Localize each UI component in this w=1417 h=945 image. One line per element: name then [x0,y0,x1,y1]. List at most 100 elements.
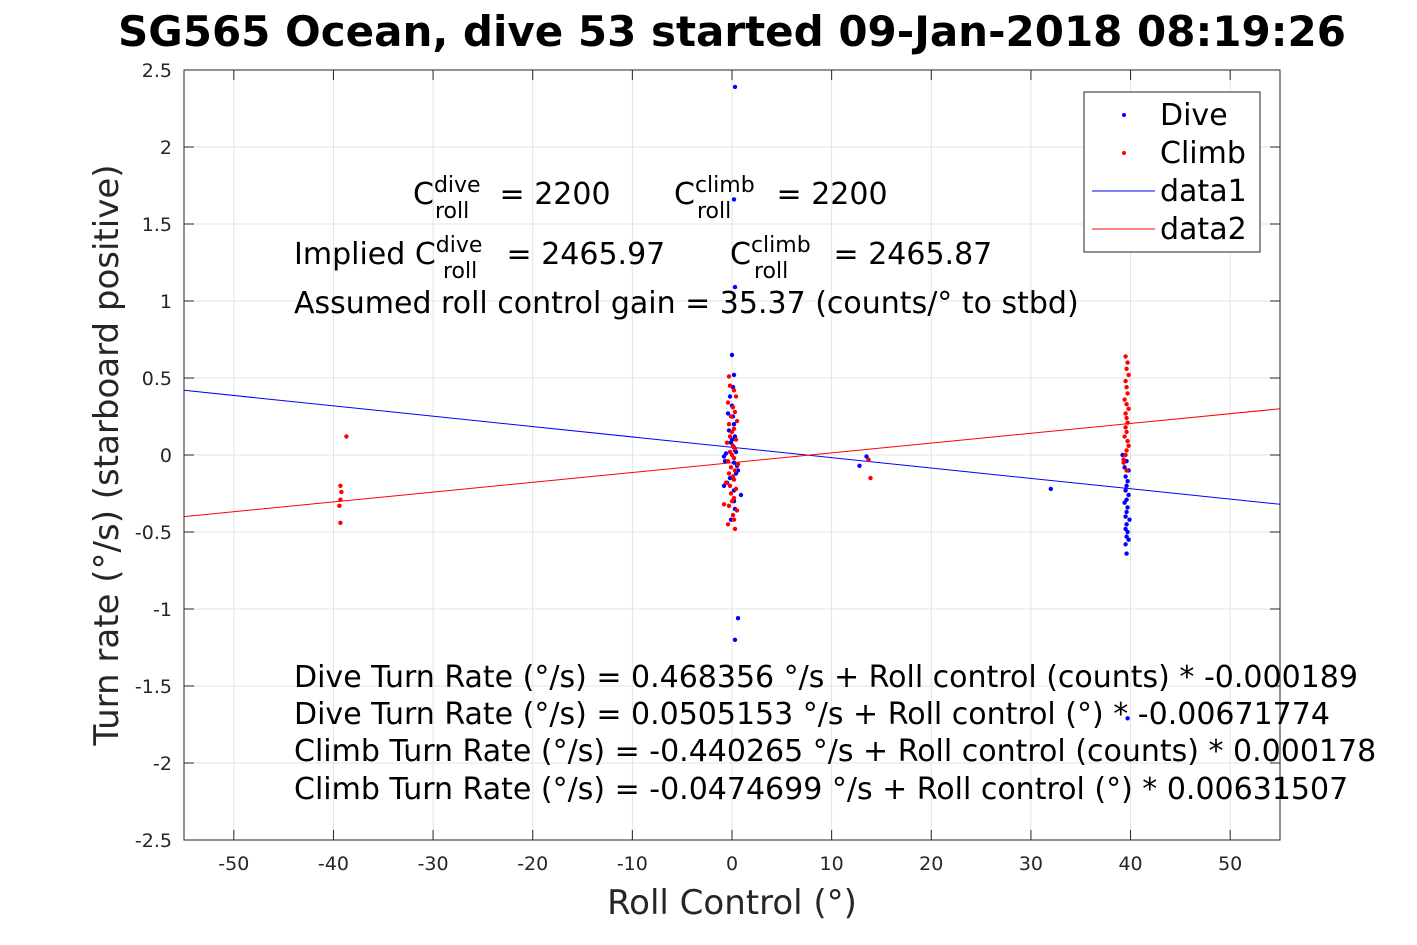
point-climb [734,508,740,513]
point-climb [1121,460,1126,465]
point-climb [724,440,730,445]
y-tick-label: -1 [153,599,172,621]
point-climb [1125,420,1130,425]
legend: Dive Climb data1 data2 [1083,91,1261,253]
point-climb [729,429,735,435]
axis-ticks: -50 -40 -30 -20 -10 0 10 20 30 40 50 2.5 2 1.5 1 0.5 0 -0… [135,60,1280,875]
point-climb [1123,452,1128,458]
point-climb [733,437,739,442]
point-climb [725,522,731,527]
x-tick-label: 0 [726,853,738,875]
point-dive [732,84,738,90]
point-climb [733,394,739,399]
y-tick-label: 1 [160,291,172,313]
point-climb [337,503,342,508]
point-climb [732,468,738,473]
point-climb [1124,402,1129,407]
y-axis-label: Turn rate (°/s) (starboard positive) [87,164,127,746]
point-climb [1126,372,1131,378]
point-dive [1127,517,1132,522]
point-climb [1124,448,1129,453]
point-dive [721,454,727,459]
point-climb [731,477,737,482]
point-climb [1121,457,1126,462]
point-climb [727,434,733,439]
point-climb [731,388,737,393]
y-tick-label: 0.5 [142,368,172,390]
point-climb [728,491,734,496]
point-climb [1123,354,1128,359]
y-tick-label: -0.5 [135,522,172,544]
x-tick-label: 40 [1118,853,1142,875]
point-dive [727,394,733,399]
point-climb [730,512,736,518]
point-dive [729,352,735,358]
chart-title: SG565 Ocean, dive 53 started 09-Jan-2018… [118,7,1346,56]
c-roll-dive-annotation: Cdive roll = 2200 [413,173,611,224]
legend-label-climb: Climb [1160,136,1246,171]
point-climb [732,446,738,451]
legend-label-data1: data1 [1160,174,1247,209]
point-climb [338,497,343,502]
y-tick-label: 2.5 [142,60,172,82]
point-climb [732,526,738,532]
c-roll-climb-annotation: Cclimb roll = 2200 [674,173,888,224]
implied-climb-annotation: Cclimb roll = 2465.87 [730,233,992,284]
point-dive [1126,492,1131,498]
point-dive [731,372,737,378]
x-tick-label: -50 [218,853,249,875]
point-dive [738,492,744,498]
point-climb [721,502,727,507]
y-tick-label: -2.5 [135,830,172,852]
point-climb [1123,425,1128,430]
point-climb [1123,378,1128,384]
point-dive [1125,505,1130,510]
point-climb [728,414,734,419]
point-dive [857,463,862,468]
legend-label-data2: data2 [1160,212,1247,247]
point-dive [731,460,737,465]
point-dive [1124,509,1129,515]
point-dive [1124,483,1129,488]
point-climb [866,457,871,462]
point-climb [726,503,732,508]
x-axis-label: Roll Control (°) [607,883,857,923]
point-climb [1124,415,1129,421]
point-climb [1124,366,1129,371]
point-climb [1122,434,1127,439]
point-climb [338,520,343,525]
point-dive [1125,479,1130,484]
point-climb [338,483,343,488]
point-dive [1125,716,1130,721]
point-climb [730,405,736,410]
point-climb [729,499,735,504]
y-tick-label: 1.5 [142,214,172,236]
equation-4: Climb Turn Rate (°/s) = -0.0474699 °/s +… [294,772,1348,807]
x-tick-label: -40 [318,853,349,875]
point-dive [725,411,731,416]
data-points [337,84,1132,721]
point-climb [868,475,873,481]
point-dive [1123,474,1128,479]
point-dive [732,284,738,290]
point-climb [725,459,731,464]
gain-annotation: Assumed roll control gain = 35.37 (count… [294,286,1079,321]
point-climb [1124,429,1129,435]
point-dive [731,422,737,427]
point-dive [735,616,741,621]
equation-1: Dive Turn Rate (°/s) = 0.468356 °/s + Ro… [294,660,1358,695]
point-climb [1122,397,1127,402]
point-climb [734,418,740,424]
point-dive [1124,551,1129,556]
plot-frame [183,69,1281,841]
x-tick-label: -30 [418,853,449,875]
point-climb [725,400,731,405]
point-dive [1123,514,1128,519]
y-tick-label: 2 [160,137,172,159]
point-dive [1125,529,1130,535]
point-climb [727,383,733,388]
point-dive [1123,488,1128,493]
point-climb [1124,468,1129,473]
point-climb [728,465,734,470]
